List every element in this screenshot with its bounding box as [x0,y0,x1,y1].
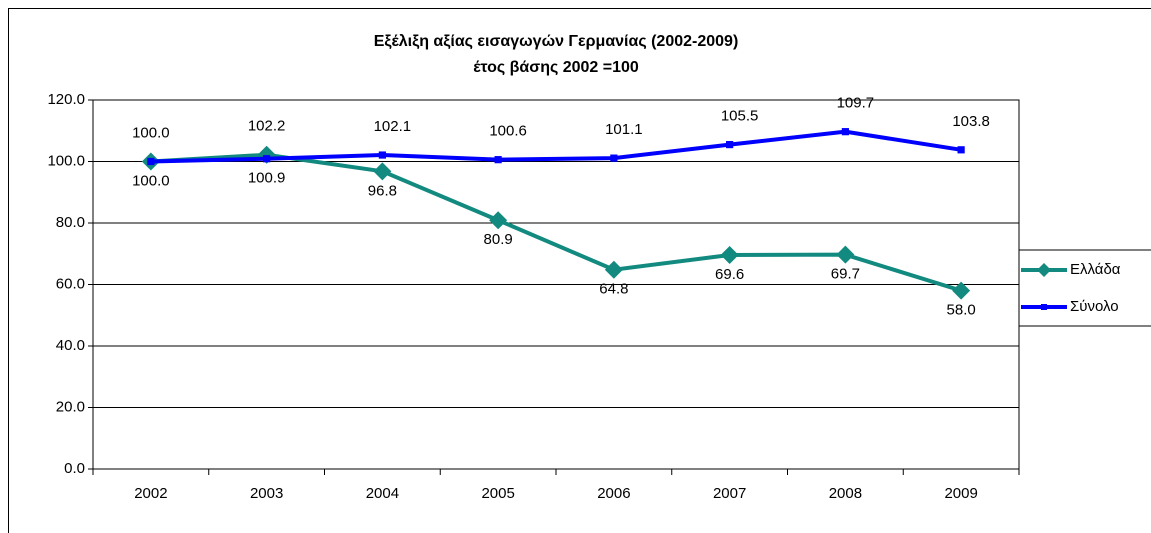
x-tick-label: 2008 [829,485,862,502]
legend-box [1018,249,1151,327]
marker [489,211,508,230]
marker [373,162,392,181]
x-tick-label: 2009 [944,485,977,502]
marker [726,140,734,149]
marker [147,157,155,166]
data-label: 102.2 [248,118,286,135]
data-label: 58.0 [947,302,976,319]
x-tick-label: 2005 [481,485,514,502]
y-tick-label: 60.0 [56,275,85,292]
y-tick-label: 80.0 [56,214,85,231]
marker [1041,304,1047,310]
marker [957,146,965,154]
x-tick-label: 2002 [134,485,167,502]
marker [378,151,386,159]
data-label: 100.9 [248,170,286,187]
marker [952,281,971,300]
data-label: 64.8 [599,281,628,298]
x-tick-label: 2003 [250,485,283,502]
data-label: 80.9 [484,231,513,248]
x-tick-label: 2004 [366,485,399,502]
marker [604,260,623,279]
y-tick-label: 120.0 [47,91,85,108]
data-label: 69.7 [831,266,860,283]
data-label: 101.1 [605,121,643,138]
line [150,129,962,164]
data-label: 102.1 [374,118,412,135]
legend-label: Ελλάδα [1070,261,1121,278]
x-tick-label: 2006 [597,485,630,502]
legend-label: Σύνολο [1070,298,1119,315]
marker [494,156,502,164]
x-tick-label: 2007 [713,485,746,502]
marker [1037,263,1051,277]
y-tick-label: 0.0 [64,460,85,477]
marker [720,245,739,264]
data-label: 109.7 [837,95,875,112]
marker [263,155,271,163]
data-label: 105.5 [721,108,759,125]
data-label: 69.6 [715,266,744,283]
chart-border [8,8,1151,533]
chart-subtitle: έτος βάσης 2002 =100 [473,59,639,76]
marker [610,154,618,162]
marker [836,245,855,264]
y-tick-label: 20.0 [56,398,85,415]
data-label: 100.0 [132,124,170,141]
y-tick-label: 100.0 [47,152,85,169]
data-label: 103.8 [952,113,990,130]
marker [841,128,849,136]
data-label: 96.8 [368,182,397,199]
data-label: 100.0 [132,172,170,189]
y-tick-label: 40.0 [56,337,85,354]
chart-title: Εξέλιξη αξίας εισαγωγών Γερμανίας (2002-… [374,33,739,50]
data-label: 100.6 [489,123,527,140]
